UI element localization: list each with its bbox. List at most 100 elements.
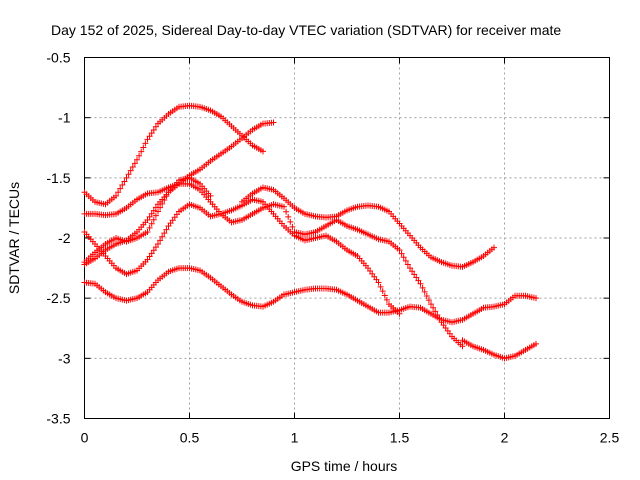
data-point — [436, 315, 443, 322]
data-point — [396, 247, 403, 254]
data-point — [419, 284, 426, 291]
y-tick-label: -3 — [58, 350, 71, 366]
data-point — [533, 295, 539, 302]
data-point — [287, 218, 294, 225]
data-point — [146, 213, 153, 220]
x-tick-label: 1 — [291, 430, 299, 446]
data-point — [138, 148, 145, 155]
data-point — [134, 156, 140, 163]
data-point — [207, 192, 214, 199]
data-point — [152, 212, 159, 219]
data-point — [381, 292, 388, 299]
data-point — [400, 254, 407, 261]
data-point — [413, 274, 420, 281]
series-1 — [81, 265, 539, 326]
data-point — [407, 265, 413, 272]
y-axis-label: SDTVAR / TECUs — [6, 182, 22, 294]
data-point — [155, 208, 161, 215]
y-tick-label: -2 — [58, 230, 71, 246]
data-point — [113, 192, 119, 199]
series-2 — [81, 102, 266, 208]
data-point — [289, 223, 296, 230]
y-tick-label: -1.5 — [46, 170, 70, 186]
data-point — [144, 256, 151, 263]
data-point — [123, 174, 130, 181]
data-point — [152, 123, 159, 130]
data-point — [150, 247, 157, 254]
x-axis: 0 0.5 1 1.5 2 2.5 — [81, 57, 620, 446]
series-3 — [239, 184, 497, 270]
data-point — [417, 280, 424, 287]
data-point — [459, 343, 466, 350]
data-point — [161, 230, 168, 237]
data-point — [430, 304, 437, 311]
data-point — [144, 136, 151, 143]
data-point — [163, 226, 170, 233]
data-point — [377, 283, 384, 290]
series-6 — [81, 196, 403, 317]
x-axis-label: GPS time / hours — [291, 458, 398, 474]
data-point — [140, 144, 147, 151]
data-point — [125, 171, 132, 178]
data-point — [142, 140, 149, 147]
x-tick-label: 1.5 — [390, 430, 410, 446]
data-point — [148, 220, 155, 227]
data-point — [152, 244, 159, 251]
data-point — [146, 253, 153, 260]
x-tick-label: 2.5 — [600, 430, 620, 446]
series-8 — [81, 119, 277, 268]
data-point — [144, 228, 151, 235]
data-point — [150, 207, 157, 214]
x-tick-label: 2 — [501, 430, 509, 446]
data-point — [423, 293, 430, 300]
y-tick-label: -2.5 — [46, 290, 70, 306]
data-point — [260, 148, 266, 155]
data-point — [415, 277, 422, 284]
grid — [84, 57, 610, 419]
x-tick-label: 0.5 — [180, 430, 200, 446]
data-point — [283, 208, 290, 215]
data-point — [148, 130, 155, 137]
data-point — [421, 288, 428, 295]
data-point — [434, 312, 441, 319]
data-point — [281, 203, 287, 210]
data-point — [115, 189, 122, 196]
data-point — [119, 182, 126, 189]
data-point — [379, 288, 386, 295]
data-point — [396, 310, 403, 317]
y-axis: -0.5 -1 -1.5 -2 -2.5 -3 -3.5 — [46, 50, 610, 427]
series-5 — [459, 337, 539, 362]
data-point — [402, 257, 409, 264]
series-4 — [81, 180, 466, 350]
data-point — [136, 152, 143, 159]
data-point — [155, 241, 161, 248]
data-point — [491, 244, 497, 251]
data-point — [146, 224, 153, 231]
data-point — [127, 167, 134, 174]
data-point — [428, 301, 434, 308]
data-point — [270, 119, 277, 126]
data-point — [117, 185, 124, 192]
data-point — [157, 237, 164, 244]
data-point — [131, 160, 138, 167]
x-tick-label: 0 — [81, 430, 89, 446]
data-point — [129, 164, 136, 171]
data-point — [409, 268, 416, 275]
data-point — [425, 297, 432, 304]
data-point — [411, 271, 418, 278]
data-point — [144, 216, 151, 223]
data-point — [159, 233, 166, 240]
data-point — [398, 250, 405, 257]
data-point — [375, 279, 382, 286]
y-tick-label: -1 — [58, 110, 71, 126]
data-point — [432, 308, 439, 315]
data-point — [148, 210, 155, 217]
data-point — [150, 216, 157, 223]
y-tick-label: -3.5 — [46, 411, 70, 427]
data-point — [150, 126, 157, 133]
y-tick-label: -0.5 — [46, 50, 70, 66]
data-point — [121, 178, 128, 185]
data-point — [146, 133, 153, 140]
chart-title: Day 152 of 2025, Sidereal Day-to-day VTE… — [51, 22, 561, 38]
